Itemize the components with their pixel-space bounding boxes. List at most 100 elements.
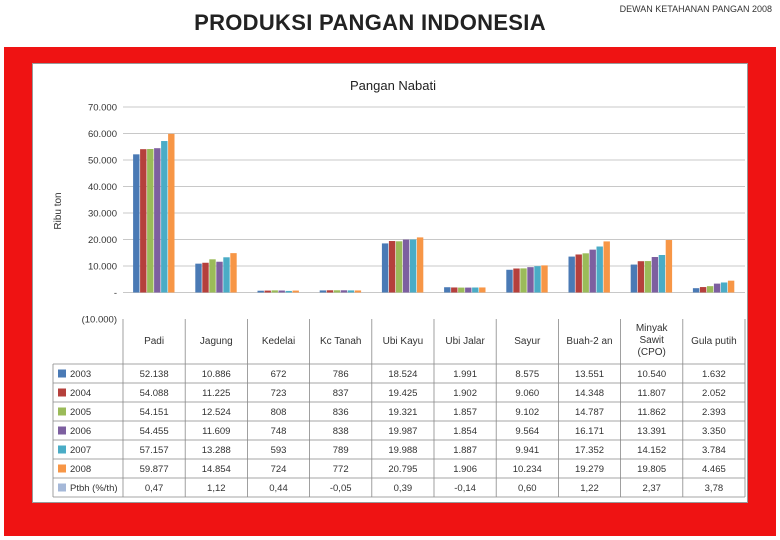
bar-2006 [651,257,659,293]
data-label: -0,05 [330,483,352,494]
legend-swatch [58,445,66,454]
data-label: 1,22 [580,483,599,494]
bar-2008 [603,241,610,293]
data-label: 1.857 [453,407,477,418]
data-label: 3.784 [702,445,726,456]
category-label: Kc Tanah [320,336,362,347]
category-label: Gula putih [691,336,737,347]
category-label: Kedelai [262,336,295,347]
bar-2007 [223,257,230,293]
bar-2004 [388,241,396,293]
bar-2004 [326,290,334,293]
data-label: 786 [333,369,349,380]
data-label: 54.151 [140,407,169,418]
data-label: 672 [271,369,287,380]
data-label: 17.352 [575,445,604,456]
y-axis-label: Ribu ton [53,192,64,229]
data-label: 808 [271,407,287,418]
data-label: 12.524 [202,407,231,418]
y-tick-label: 30.000 [88,209,117,220]
bar-2005 [644,261,652,293]
bar-2004 [451,287,458,293]
data-label: 0,47 [145,483,164,494]
bar-2007 [285,290,292,293]
data-label: 9.060 [515,388,539,399]
data-label: 19.805 [637,464,666,475]
bar-2008 [292,290,299,293]
bar-2008 [168,133,175,293]
legend-label: 2008 [70,464,91,475]
bar-2003 [630,264,638,293]
data-label: 13.288 [202,445,231,456]
data-label: 57.157 [140,445,169,456]
data-label: 8.575 [515,369,539,380]
data-label: 19.321 [388,407,417,418]
data-label: 836 [333,407,349,418]
data-label: 19.425 [388,388,417,399]
y-tick-label: - [114,288,117,299]
y-tick-label: 60.000 [88,129,117,140]
data-label: 14.854 [202,464,231,475]
y-tick-label: 70.000 [88,103,117,114]
data-label: 16.171 [575,426,604,437]
bar-2006 [589,249,596,293]
data-label: 13.391 [637,426,666,437]
bar-2005 [333,290,341,293]
data-label: 724 [271,464,287,475]
data-label: 2.393 [702,407,726,418]
data-label: 4.465 [702,464,726,475]
data-label: 2.052 [702,388,726,399]
category-label: Sawit [639,335,664,346]
legend-label: 2007 [70,445,91,456]
bar-2006 [340,290,348,293]
bar-2003 [692,288,700,293]
data-label: 14.348 [575,388,604,399]
bar-2008 [230,253,237,293]
bar-2003 [444,287,451,293]
category-label: Ubi Kayu [383,336,424,347]
data-label: 14.152 [637,445,666,456]
chart: Pangan Nabati Ribu ton 70.000 60.000 50.000 4… [52,78,746,498]
data-label: 54.088 [140,388,169,399]
data-label: 0,44 [269,483,288,494]
bar-2008 [665,240,673,293]
category-label: Padi [144,336,164,347]
data-label: 593 [271,445,287,456]
category-label: Jagung [200,336,233,347]
legend-swatch [58,369,66,378]
legend-swatch [58,426,66,435]
bar-2007 [658,254,666,293]
bar-2007 [472,287,479,293]
category-label: Sayur [514,336,541,347]
y-tick-label: (10.000) [82,315,117,326]
bar-2004 [513,268,520,293]
data-label: 20.795 [388,464,417,475]
data-label: 1,12 [207,483,226,494]
data-label: 2,37 [642,483,661,494]
data-label: 52.138 [140,369,169,380]
bar-2004 [575,254,582,293]
bar-2006 [216,261,223,293]
data-label: 1.991 [453,369,477,380]
data-label: 10.886 [202,369,231,380]
y-tick-label: 20.000 [88,235,117,246]
data-label: 1.632 [702,369,726,380]
bar-2008 [727,280,735,293]
bar-2008 [416,237,424,293]
legend-label: 2005 [70,407,91,418]
bar-2005 [706,286,714,293]
category-label: (CPO) [638,347,666,358]
y-tick-label: 50.000 [88,156,117,167]
data-label: 10.234 [513,464,542,475]
data-label: 1.887 [453,445,477,456]
data-label: 723 [271,388,287,399]
legend-label: 2006 [70,426,91,437]
data-label: 10.540 [637,369,666,380]
legend-swatch [58,483,66,492]
data-label: 19.279 [575,464,604,475]
data-label: 11.225 [202,388,230,399]
data-label: 748 [271,426,287,437]
legend-label: 2003 [70,369,91,380]
data-label: 19.987 [388,426,417,437]
category-label: Minyak [636,323,669,334]
